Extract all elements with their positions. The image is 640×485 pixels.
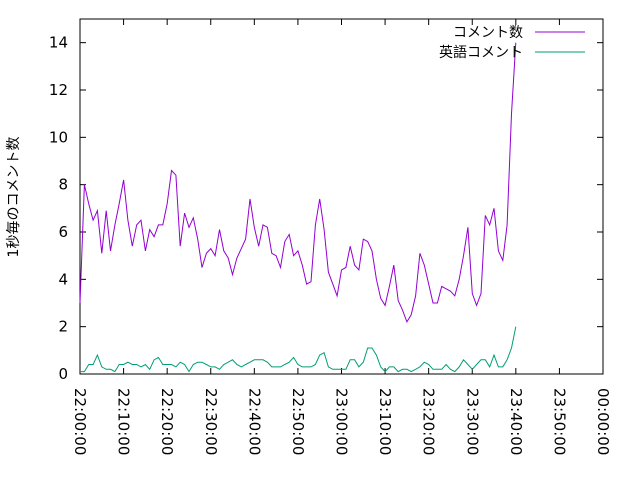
plot-frame [79, 18, 604, 375]
x-tick-label: 23:40:00 [507, 388, 525, 455]
y-axis-label: 1秒毎のコメント数 [6, 137, 22, 258]
y-tick-label: 10 [49, 128, 68, 146]
legend-label: 英語コメント [439, 44, 523, 61]
y-tick-label: 4 [58, 270, 68, 288]
x-tick-label: 22:10:00 [115, 388, 133, 455]
series-line-1 [79, 42, 517, 324]
x-tick-label: 23:30:00 [463, 388, 481, 455]
y-tick-label: 6 [58, 223, 68, 241]
y-tick-label: 12 [49, 81, 68, 99]
y-tick-label: 2 [58, 318, 68, 336]
x-tick-label: 23:50:00 [550, 388, 568, 455]
x-tick-label: 22:50:00 [289, 388, 307, 455]
y-tick-label: 14 [49, 34, 68, 52]
y-tick-label: 0 [58, 365, 68, 383]
series-line-2 [80, 326, 517, 373]
x-tick-label: 22:20:00 [158, 388, 176, 455]
x-tick-label: 23:20:00 [420, 388, 438, 455]
y-tick-label: 8 [58, 176, 68, 194]
x-tick-label: 22:30:00 [202, 388, 220, 455]
x-tick-label: 22:40:00 [245, 388, 263, 455]
x-tick-label: 00:00:00 [594, 388, 612, 455]
x-tick-label: 23:00:00 [333, 388, 351, 455]
x-tick-label: 23:10:00 [376, 388, 394, 455]
legend-label: コメント数 [453, 25, 523, 41]
x-tick-label: 22:00:00 [71, 388, 89, 455]
